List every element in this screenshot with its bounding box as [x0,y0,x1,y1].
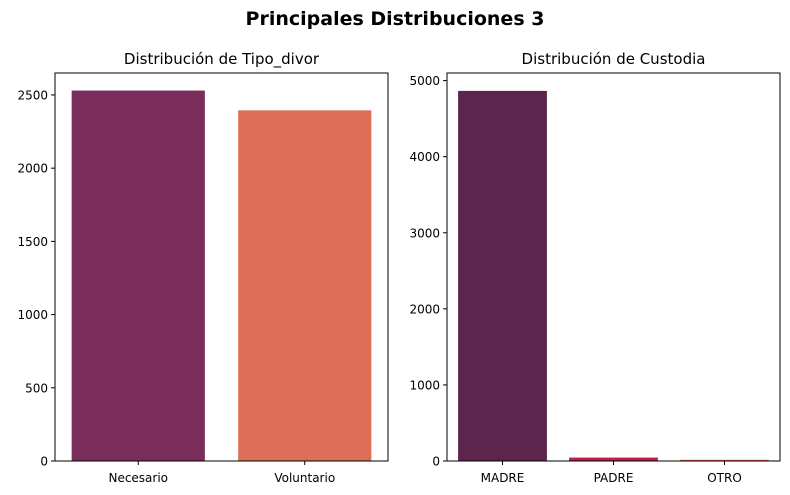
y-tick-label: 500 [25,381,48,395]
y-tick-label: 3000 [409,226,440,240]
figure-suptitle: Principales Distribuciones 3 [246,8,545,30]
plot-frame-tipo-divor [54,72,389,462]
y-tick-label: 2500 [17,88,48,102]
panel-tipo-divor: Distribución de Tipo_divor Necesario Volu… [17,50,389,485]
y-tick-label: 1500 [17,235,48,249]
plot-frame-custodia [446,72,781,462]
x-tick-label: Necesario [108,471,168,485]
x-tick-label: MADRE [481,471,525,485]
y-tick-label: 0 [432,455,440,469]
y-tick-label: 2000 [409,302,440,316]
y-tick-label: 1000 [17,308,48,322]
bar-tipo-divor-necesario [71,90,205,461]
y-tick-label: 1000 [409,378,440,392]
bar-tipo-divor-voluntario [238,110,372,461]
bar-custodia-padre [569,457,658,461]
panel-title-tipo-divor: Distribución de Tipo_divor [124,50,320,69]
y-tick-label: 4000 [409,150,440,164]
y-tick-label: 0 [40,455,48,469]
bar-custodia-otro [680,459,769,461]
x-tick-label: PADRE [594,471,634,485]
x-tick-label: OTRO [707,471,742,485]
y-tick-label: 5000 [409,74,440,88]
panel-title-custodia: Distribución de Custodia [522,50,706,68]
y-tick-label: 2000 [17,162,48,176]
x-tick-label: Voluntario [274,471,335,485]
bar-custodia-madre [458,90,547,462]
panel-custodia: Distribución de Custodia MADRE PADRE OTRO 0… [409,50,781,485]
